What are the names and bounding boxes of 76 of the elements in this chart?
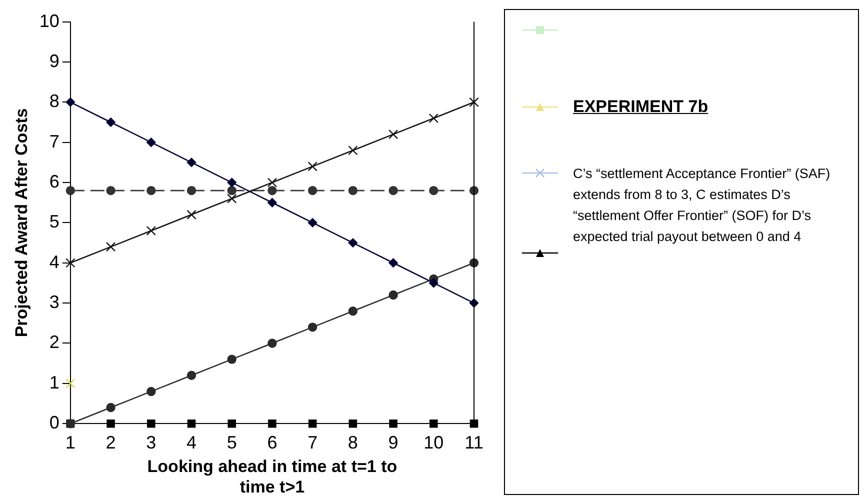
point [268,186,277,196]
point [308,162,318,172]
point [228,419,236,428]
point [470,419,478,428]
y-tick-label: 6 [49,171,60,192]
point [348,306,358,316]
point [268,198,277,208]
point [348,419,358,428]
legend-title: EXPERIMENT 7b [573,97,708,117]
x-tick-label: 2 [106,432,116,452]
point [227,186,236,196]
point [186,158,196,168]
y-tick-label: 2 [49,332,60,352]
x-axis-title: Looking ahead in time at t=1 to time t>1 [147,457,398,496]
y-axis-title: Projected Award After Costs [12,108,31,338]
x-tick-label: 7 [308,432,318,452]
point [146,186,156,196]
x-tick-label: 10 [424,432,444,452]
point [388,186,398,196]
y-tick-label: 5 [49,212,60,232]
point [186,186,196,196]
point [388,258,398,268]
point [146,138,156,147]
x-tick-label: 8 [348,432,358,452]
point [268,338,277,348]
x-tick-label: 5 [226,432,237,452]
x-tick-label: 4 [186,432,197,452]
y-tick-label: 8 [49,91,60,112]
point [227,178,236,188]
y-tick-label: 0 [49,412,60,433]
point [106,242,116,252]
point [429,186,438,196]
point [66,186,76,196]
point [308,186,318,196]
x-tick-label: 11 [464,432,484,452]
point [268,419,276,428]
point [187,419,196,428]
point [147,419,156,428]
point [106,419,115,428]
point [348,186,358,196]
point [146,386,156,396]
point [389,419,398,428]
point [308,419,317,428]
point [430,419,438,428]
point [308,218,318,228]
point [469,97,479,108]
y-tick-label: 4 [49,252,60,272]
point [388,290,398,300]
point [66,378,76,388]
point [348,146,358,156]
point [66,98,76,107]
point [388,129,398,140]
point [106,186,116,196]
text: C’s “settlement Acceptance Frontier” (SAF) extends from 8 to 3, C estimates D’s “settlement Offer Frontier” (SOF) for D’s expected trial payout between 0 and 4 [573,165,832,246]
point [227,354,236,364]
point [146,226,156,236]
point [308,322,318,332]
y-tick-label: 10 [39,10,60,31]
point [348,238,358,248]
y-tick-label: 7 [49,131,60,152]
point [429,278,438,288]
y-tick-label: 9 [49,50,60,71]
point [227,194,237,204]
x-tick-label: 9 [388,432,398,452]
x-tick-label: 1 [65,432,76,452]
point [428,113,438,124]
y-tick-label: 1 [49,372,60,392]
x-tick-label: 3 [146,432,156,452]
point [106,402,116,412]
point [267,178,278,188]
x-tick-label: 6 [267,432,278,452]
point [106,118,116,127]
point [186,210,196,220]
point [186,370,196,380]
y-tick-label: 3 [49,292,60,312]
point [66,258,76,268]
